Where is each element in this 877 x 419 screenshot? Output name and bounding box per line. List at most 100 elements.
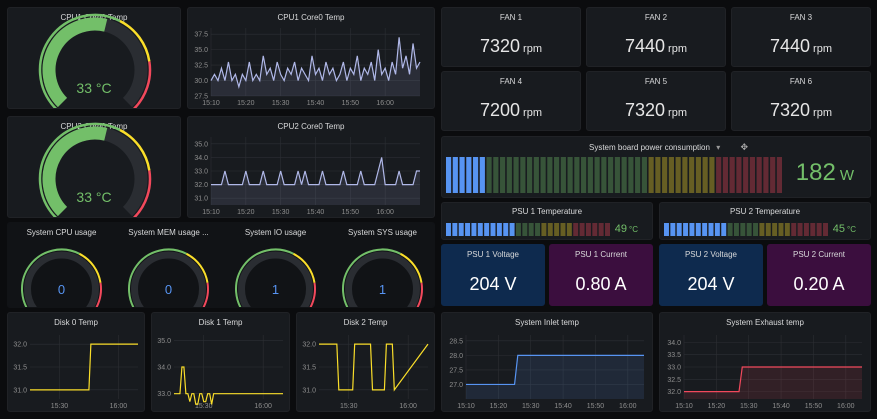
fan2-panel[interactable]: FAN 2 7440 rpm xyxy=(586,7,726,67)
psu1-voltage-panel[interactable]: PSU 1 Voltage 204 V xyxy=(441,244,545,306)
x-tick-label: 15:30 xyxy=(272,209,290,216)
x-tick-label: 15:30 xyxy=(272,100,290,107)
cpu2-temp-chart-panel[interactable]: CPU2 Core0 Temp 31.0 32.0 33.0 34.0 35.0 15:1… xyxy=(187,116,435,218)
bar-segment xyxy=(446,223,451,236)
y-tick-label: 31.0 xyxy=(302,387,316,394)
series-area xyxy=(211,37,420,96)
psu1-temperature-panel[interactable]: PSU 1 Temperature 49 °C xyxy=(441,202,653,240)
sys-mem-gauge[interactable]: System MEM usage ... 0 xyxy=(115,223,222,307)
bar-segment xyxy=(509,223,515,236)
gauge-track xyxy=(345,251,420,307)
x-tick-label: 15:40 xyxy=(554,403,572,410)
fan1-panel[interactable]: FAN 1 7320 rpm xyxy=(441,7,581,67)
panel-title: System CPU usage xyxy=(26,228,97,237)
x-tick-label: 15:30 xyxy=(522,403,540,410)
fan-unit: rpm xyxy=(523,107,542,119)
bar-segment xyxy=(520,157,526,193)
y-tick-label: 30.0 xyxy=(194,78,208,85)
cpu1-temp-chart-panel[interactable]: CPU1 Core0 Temp 27.5 30.0 32.5 35.0 37.5 15:1… xyxy=(187,7,435,109)
bar-segment xyxy=(573,223,579,236)
fan3-panel[interactable]: FAN 3 7440 rpm xyxy=(731,7,871,67)
sys-cpu-gauge[interactable]: System CPU usage 0 xyxy=(8,223,115,307)
fan-unit: rpm xyxy=(668,107,687,119)
series-line xyxy=(211,157,420,186)
x-tick-label: 15:40 xyxy=(307,209,325,216)
psu2-temp-value: 45 °C xyxy=(833,223,856,235)
bar-segment xyxy=(471,223,477,236)
gauge-sys-io xyxy=(235,248,316,307)
x-tick-label: 15:30 xyxy=(195,403,213,410)
bar-segment xyxy=(756,157,762,193)
gauge-threshold-arc xyxy=(119,19,151,62)
bar-segment xyxy=(729,157,735,193)
panel-title: FAN 4 xyxy=(499,77,523,86)
bar-segment xyxy=(695,157,701,193)
gauge-cpu1 xyxy=(38,13,152,108)
gauge-track xyxy=(24,251,99,307)
fan-value: 7320 rpm xyxy=(442,36,580,57)
system-exhaust-temp-panel[interactable]: System Exhaust temp 32.0 32.5 33.0 33.5 34.0… xyxy=(659,312,871,412)
y-tick-label: 31.5 xyxy=(302,365,316,372)
cpu1-gauge-panel[interactable]: CPU1 Core0 Temp 33 °C xyxy=(7,7,181,109)
bar-segment xyxy=(784,223,790,236)
fan4-panel[interactable]: FAN 4 7200 rpm xyxy=(441,71,581,131)
gauge-threshold-arc xyxy=(128,248,187,307)
disk1-temp-chart-panel[interactable]: Disk 1 Temp 33.0 34.0 35.0 15:30 16:00 xyxy=(151,312,290,412)
panel-title: Disk 2 Temp xyxy=(343,318,388,327)
y-tick-label: 32.5 xyxy=(194,63,208,70)
bar-segment xyxy=(614,157,620,193)
bar-segment xyxy=(746,223,752,236)
x-tick-label: 15:20 xyxy=(490,403,508,410)
gauge-value: 1 xyxy=(378,282,387,297)
bar-segment xyxy=(458,223,464,236)
x-tick-label: 15:30 xyxy=(51,403,69,410)
disk2-temp-chart-panel[interactable]: Disk 2 Temp 31.0 31.5 32.0 15:30 16:00 xyxy=(296,312,435,412)
gauge-threshold-arc xyxy=(292,252,316,283)
panel-title: System Exhaust temp xyxy=(726,318,804,327)
x-tick-label: 15:50 xyxy=(342,100,360,107)
move-icon[interactable]: ✥ xyxy=(740,142,748,152)
bar-segment xyxy=(682,157,688,193)
gauge-cpu2 xyxy=(38,122,152,217)
bar-segment xyxy=(547,157,553,193)
temp-number: 49 xyxy=(614,223,628,235)
x-tick-label: 16:00 xyxy=(110,403,128,410)
fan-value: 7440 rpm xyxy=(732,36,870,57)
series-area xyxy=(211,157,420,205)
series-area xyxy=(466,355,644,399)
y-tick-label: 34.0 xyxy=(194,155,208,162)
psu1-current-panel[interactable]: PSU 1 Current 0.80 A xyxy=(549,244,653,306)
bar-segment xyxy=(655,157,661,193)
y-tick-label: 31.5 xyxy=(13,365,27,372)
y-tick-label: 35.0 xyxy=(194,141,208,148)
psu2-voltage-panel[interactable]: PSU 2 Voltage 204 V xyxy=(659,244,763,306)
disk0-temp-chart-panel[interactable]: Disk 0 Temp 31.0 31.5 32.0 15:30 16:00 xyxy=(7,312,145,412)
chart-inlet: 27.0 27.5 28.0 28.5 15:10 15:20 15:30 15:40 15:5… xyxy=(449,335,644,410)
bar-segment xyxy=(465,223,471,236)
bar-segment xyxy=(736,157,742,193)
temp-unit: °C xyxy=(847,225,856,234)
panel-title: FAN 6 xyxy=(789,77,813,86)
sys-sys-gauge[interactable]: System SYS usage 1 xyxy=(329,223,434,307)
fan5-panel[interactable]: FAN 5 7320 rpm xyxy=(586,71,726,131)
panel-title: PSU 2 Current xyxy=(792,250,846,259)
bar-segment xyxy=(778,223,784,236)
fan-value: 7200 rpm xyxy=(442,100,580,121)
fan6-panel[interactable]: FAN 6 7320 rpm xyxy=(731,71,871,131)
psu2-temperature-panel[interactable]: PSU 2 Temperature 45 °C xyxy=(659,202,871,240)
y-tick-label: 32.0 xyxy=(13,342,27,349)
bar-segment xyxy=(567,157,573,193)
x-tick-label: 15:10 xyxy=(457,403,475,410)
gauge-threshold-arc xyxy=(78,252,102,283)
sys-io-gauge[interactable]: System IO usage 1 xyxy=(222,223,329,307)
power-consumption-panel[interactable]: System board power consumption ▾ ✥ 182 W xyxy=(441,136,871,198)
system-inlet-temp-panel[interactable]: System Inlet temp 27.0 27.5 28.0 28.5 15:10 1… xyxy=(441,312,653,412)
fan-rpm-value: 7440 xyxy=(625,36,666,56)
psu2-current-panel[interactable]: PSU 2 Current 0.20 A xyxy=(767,244,871,306)
bar-segment xyxy=(496,223,502,236)
panel-title: Disk 0 Temp xyxy=(54,318,98,327)
chevron-down-icon[interactable]: ▾ xyxy=(716,143,721,152)
gauge-value: 33 °C xyxy=(76,80,112,96)
cpu2-gauge-panel[interactable]: CPU2 Core0 Temp 33 °C xyxy=(7,116,181,218)
panel-title: System IO usage xyxy=(244,228,307,237)
